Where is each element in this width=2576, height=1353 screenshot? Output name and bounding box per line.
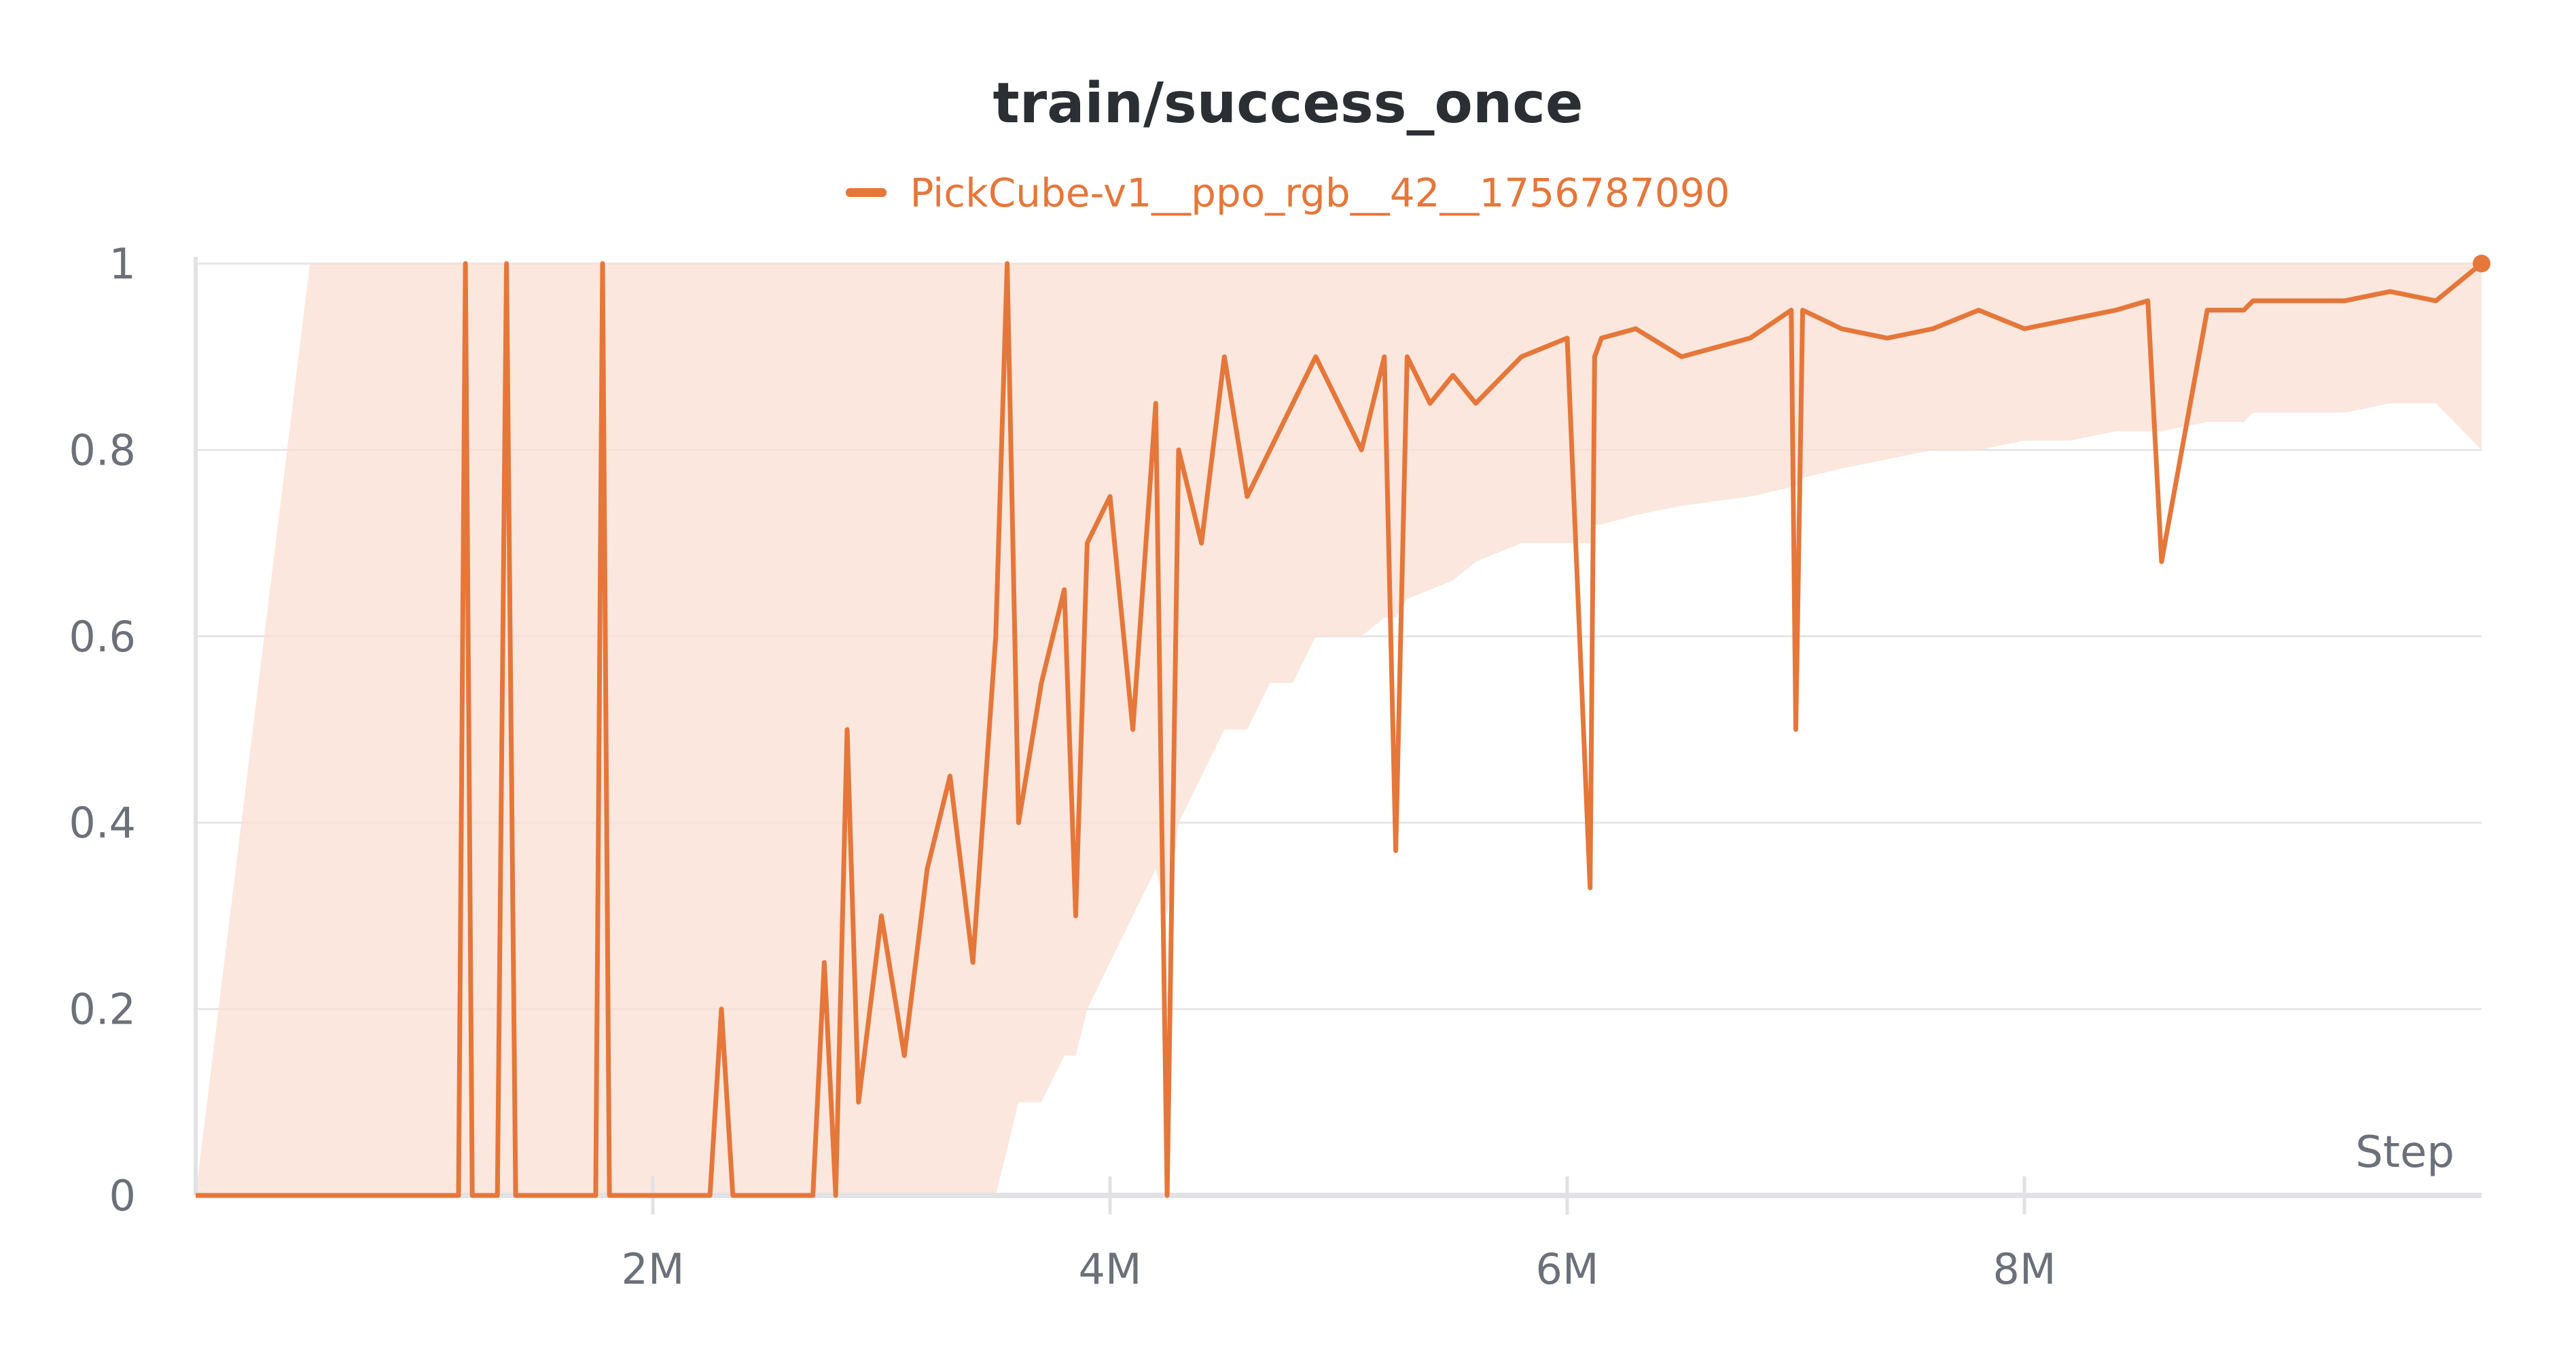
legend-series-label: PickCube-v1__ppo_rgb__42__1756787090 [910, 170, 1730, 216]
x-tick-label: 8M [1993, 1244, 2056, 1294]
x-tick-label: 4M [1079, 1244, 1142, 1294]
x-tick-label: 2M [622, 1244, 685, 1294]
series-range-band [196, 264, 2482, 1195]
y-tick-label: 0 [109, 1171, 136, 1221]
chart-legend[interactable]: PickCube-v1__ppo_rgb__42__1756787090 [0, 170, 2576, 216]
x-tick-label: 6M [1536, 1244, 1599, 1294]
label-layer: 0 0.2 0.4 0.6 0.8 1 2M 4M 6M 8M Step [69, 239, 2454, 1294]
chart-title: train/success_once [992, 71, 1584, 136]
series-end-marker[interactable] [2473, 255, 2490, 272]
y-tick-label: 0.8 [69, 425, 136, 475]
band-layer [196, 264, 2482, 1195]
y-tick-label: 0.6 [69, 612, 136, 662]
line-layer [196, 255, 2490, 1198]
y-tick-label: 0.4 [69, 798, 136, 848]
y-tick-label: 0.2 [69, 985, 136, 1034]
legend-swatch [846, 188, 887, 198]
y-tick-label: 1 [109, 239, 136, 289]
series-line[interactable] [196, 261, 2484, 1198]
x-axis-title: Step [2355, 1128, 2454, 1178]
